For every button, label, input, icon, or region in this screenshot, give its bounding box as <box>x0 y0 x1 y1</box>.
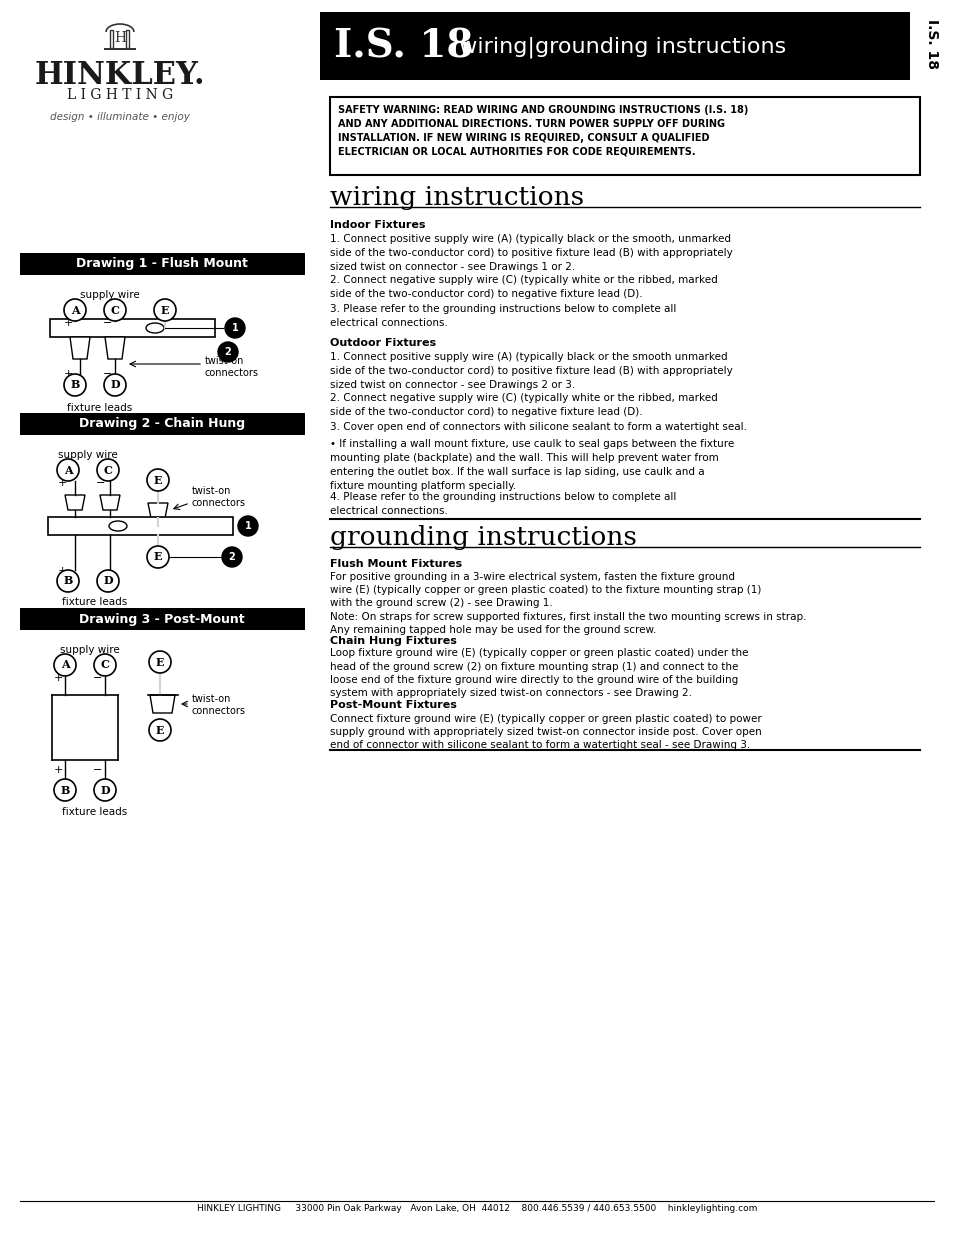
Text: • If installing a wall mount fixture, use caulk to seal gaps between the fixture: • If installing a wall mount fixture, us… <box>330 438 734 492</box>
Text: I.S. 18: I.S. 18 <box>334 27 473 65</box>
Text: Connect fixture ground wire (E) (typically copper or green plastic coated) to po: Connect fixture ground wire (E) (typical… <box>330 714 760 750</box>
Bar <box>48 517 233 535</box>
Text: B: B <box>71 379 80 390</box>
Text: 3. Please refer to the grounding instructions below to complete all
electrical c: 3. Please refer to the grounding instruc… <box>330 304 676 329</box>
Text: supply wire: supply wire <box>80 290 140 300</box>
Circle shape <box>222 547 242 567</box>
Text: Indoor Fixtures: Indoor Fixtures <box>330 220 425 230</box>
Text: −: − <box>93 673 103 683</box>
Text: C: C <box>111 305 119 315</box>
Text: +: + <box>63 317 72 329</box>
Text: fixture leads: fixture leads <box>62 806 128 818</box>
Text: D: D <box>111 379 120 390</box>
Bar <box>50 319 214 337</box>
Text: 2. Connect negative supply wire (C) (typically white or the ribbed, marked
side : 2. Connect negative supply wire (C) (typ… <box>330 393 717 417</box>
Bar <box>20 253 305 275</box>
Text: C: C <box>100 659 110 671</box>
Text: H: H <box>113 31 126 44</box>
Text: design • illuminate • enjoy: design • illuminate • enjoy <box>50 112 190 122</box>
Circle shape <box>237 516 257 536</box>
Text: C: C <box>104 464 112 475</box>
Bar <box>909 12 953 80</box>
Bar <box>319 12 909 80</box>
Text: −: − <box>103 317 112 329</box>
Text: Drawing 3 - Post-Mount: Drawing 3 - Post-Mount <box>79 613 245 625</box>
Text: Drawing 1 - Flush Mount: Drawing 1 - Flush Mount <box>76 258 248 270</box>
Circle shape <box>94 655 116 676</box>
Bar <box>104 48 136 49</box>
Bar <box>20 608 305 630</box>
Text: twist-on
connectors: twist-on connectors <box>205 356 258 378</box>
Ellipse shape <box>109 521 127 531</box>
Text: +: + <box>63 369 72 379</box>
Text: −: − <box>103 369 112 379</box>
Ellipse shape <box>146 324 164 333</box>
Text: 1. Connect positive supply wire (A) (typically black or the smooth unmarked
side: 1. Connect positive supply wire (A) (typ… <box>330 352 732 390</box>
Polygon shape <box>65 495 85 510</box>
Circle shape <box>149 651 171 673</box>
Text: wiring|grounding instructions: wiring|grounding instructions <box>452 36 785 58</box>
Text: A: A <box>61 659 70 671</box>
Circle shape <box>57 571 79 592</box>
Circle shape <box>57 459 79 480</box>
Text: 1. Connect positive supply wire (A) (typically black or the smooth, unmarked
sid: 1. Connect positive supply wire (A) (typ… <box>330 233 732 272</box>
Circle shape <box>54 779 76 802</box>
Text: +: + <box>53 673 63 683</box>
Text: supply wire: supply wire <box>60 645 120 655</box>
Text: B: B <box>60 784 70 795</box>
Text: L I G H T I N G: L I G H T I N G <box>67 88 172 103</box>
Circle shape <box>97 459 119 480</box>
Circle shape <box>153 299 175 321</box>
Text: A: A <box>71 305 79 315</box>
Text: 2. Connect negative supply wire (C) (typically white or the ribbed, marked
side : 2. Connect negative supply wire (C) (typ… <box>330 275 717 299</box>
Text: For positive grounding in a 3-wire electrical system, fasten the fixture ground
: For positive grounding in a 3-wire elect… <box>330 572 805 635</box>
Text: Drawing 2 - Chain Hung: Drawing 2 - Chain Hung <box>79 417 245 431</box>
Circle shape <box>147 546 169 568</box>
Text: 2: 2 <box>229 552 235 562</box>
Text: SAFETY WARNING: READ WIRING AND GROUNDING INSTRUCTIONS (I.S. 18)
AND ANY ADDITIO: SAFETY WARNING: READ WIRING AND GROUNDIN… <box>337 105 747 157</box>
Text: 3. Cover open end of connectors with silicone sealant to form a watertight seal.: 3. Cover open end of connectors with sil… <box>330 422 746 432</box>
Polygon shape <box>150 695 174 713</box>
Circle shape <box>104 299 126 321</box>
Text: 1: 1 <box>244 521 251 531</box>
Text: 1: 1 <box>232 324 238 333</box>
Bar <box>127 30 130 48</box>
Text: HINKLEY LIGHTING     33000 Pin Oak Parkway   Avon Lake, OH  44012    800.446.553: HINKLEY LIGHTING 33000 Pin Oak Parkway A… <box>196 1204 757 1213</box>
Text: grounding instructions: grounding instructions <box>330 525 637 550</box>
Text: Chain Hung Fixtures: Chain Hung Fixtures <box>330 636 456 646</box>
Text: 2: 2 <box>224 347 232 357</box>
Text: D: D <box>100 784 110 795</box>
Circle shape <box>97 571 119 592</box>
Text: Loop fixture ground wire (E) (typically copper or green plastic coated) under th: Loop fixture ground wire (E) (typically … <box>330 648 748 698</box>
Text: twist-on
connectors: twist-on connectors <box>192 487 246 508</box>
Circle shape <box>147 469 169 492</box>
Text: A: A <box>64 464 72 475</box>
Text: fixture leads: fixture leads <box>68 403 132 412</box>
Circle shape <box>149 719 171 741</box>
Text: B: B <box>63 576 72 587</box>
Text: −: − <box>96 478 106 488</box>
Text: +: + <box>57 478 67 488</box>
Polygon shape <box>70 337 90 359</box>
Bar <box>111 30 113 48</box>
Polygon shape <box>148 503 168 517</box>
Circle shape <box>54 655 76 676</box>
Text: fixture leads: fixture leads <box>62 597 128 606</box>
Text: E: E <box>155 657 164 667</box>
Circle shape <box>94 779 116 802</box>
Text: supply wire: supply wire <box>58 450 118 459</box>
Text: I.S. 18: I.S. 18 <box>924 19 938 69</box>
Text: E: E <box>153 474 162 485</box>
Circle shape <box>104 374 126 396</box>
Text: E: E <box>155 725 164 736</box>
Text: +: + <box>53 764 63 776</box>
Text: +: + <box>57 566 67 576</box>
Text: −: − <box>93 764 103 776</box>
Text: Post-Mount Fixtures: Post-Mount Fixtures <box>330 700 456 710</box>
Polygon shape <box>100 495 120 510</box>
Text: D: D <box>103 576 112 587</box>
Bar <box>330 98 919 175</box>
Text: HINKLEY.: HINKLEY. <box>34 59 205 90</box>
Text: 4. Please refer to the grounding instructions below to complete all
electrical c: 4. Please refer to the grounding instruc… <box>330 492 676 516</box>
Circle shape <box>64 299 86 321</box>
